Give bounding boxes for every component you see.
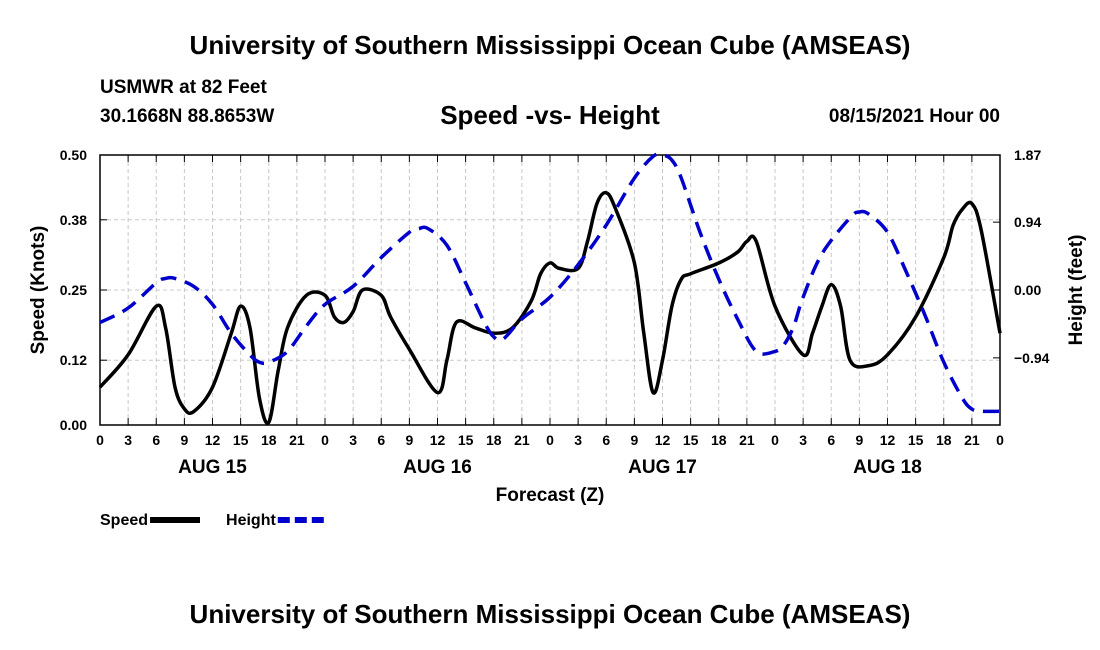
x-tick-label: 3 (799, 432, 807, 448)
x-tick-label: 0 (96, 432, 104, 448)
x-tick-label: 18 (936, 432, 952, 448)
chart-title-bottom: University of Southern Mississippi Ocean… (189, 599, 911, 629)
x-tick-label: 15 (683, 432, 699, 448)
x-tick-label: 3 (124, 432, 132, 448)
y-tick-label-left: 0.25 (60, 282, 87, 298)
x-tick-label: 15 (458, 432, 474, 448)
x-day-label: AUG 18 (853, 457, 922, 478)
legend-label-speed: Speed (100, 512, 148, 529)
x-tick-label: 9 (405, 432, 413, 448)
y-tick-label-left: 0.12 (60, 352, 87, 368)
x-tick-label: 0 (771, 432, 779, 448)
x-tick-label: 12 (430, 432, 446, 448)
forecast-datetime: 08/15/2021 Hour 00 (828, 106, 1000, 127)
x-tick-label: 9 (630, 432, 638, 448)
y-tick-label-left: 0.38 (60, 212, 87, 228)
x-tick-label: 6 (377, 432, 385, 448)
legend-label-height: Height (226, 512, 276, 529)
y-axis-title-right: Height (feet) (1066, 235, 1087, 346)
y-tick-label-right: 0.94 (1014, 214, 1041, 230)
y-tick-label-right: 1.87 (1014, 147, 1041, 163)
x-tick-label: 21 (964, 432, 980, 448)
coordinates-label: 30.1668N 88.8653W (100, 106, 275, 127)
x-day-label: AUG 17 (628, 457, 697, 478)
x-tick-label: 0 (321, 432, 329, 448)
x-tick-label: 12 (205, 432, 221, 448)
x-tick-label: 18 (486, 432, 502, 448)
y-tick-label-left: 0.00 (60, 417, 87, 433)
x-tick-label: 21 (514, 432, 530, 448)
x-tick-label: 12 (880, 432, 896, 448)
x-axis-title: Forecast (Z) (496, 485, 605, 506)
x-tick-label: 3 (574, 432, 582, 448)
y-tick-label-right: 0.00 (1014, 282, 1041, 298)
x-tick-label: 12 (655, 432, 671, 448)
x-tick-label: 0 (996, 432, 1004, 448)
x-tick-label: 6 (827, 432, 835, 448)
chart-title-top: University of Southern Mississippi Ocean… (189, 30, 911, 60)
x-tick-label: 6 (602, 432, 610, 448)
x-tick-label: 9 (180, 432, 188, 448)
x-tick-label: 9 (855, 432, 863, 448)
series-line-speed (98, 190, 1002, 425)
x-tick-label: 0 (546, 432, 554, 448)
station-label: USMWR at 82 Feet (100, 77, 267, 98)
chart-subtitle: Speed -vs- Height (440, 100, 660, 130)
y-tick-label-right: −0.94 (1014, 350, 1050, 366)
x-tick-label: 18 (711, 432, 727, 448)
x-tick-label: 15 (908, 432, 924, 448)
series-line-height (99, 152, 1001, 414)
x-tick-label: 6 (152, 432, 160, 448)
x-tick-label: 3 (349, 432, 357, 448)
x-tick-label: 21 (739, 432, 755, 448)
x-tick-label: 15 (233, 432, 249, 448)
x-tick-label: 21 (289, 432, 305, 448)
x-day-label: AUG 16 (403, 457, 472, 478)
y-tick-label-left: 0.50 (60, 147, 87, 163)
y-axis-title-left: Speed (Knots) (28, 226, 49, 355)
x-tick-label: 18 (261, 432, 277, 448)
x-day-label: AUG 15 (178, 457, 247, 478)
